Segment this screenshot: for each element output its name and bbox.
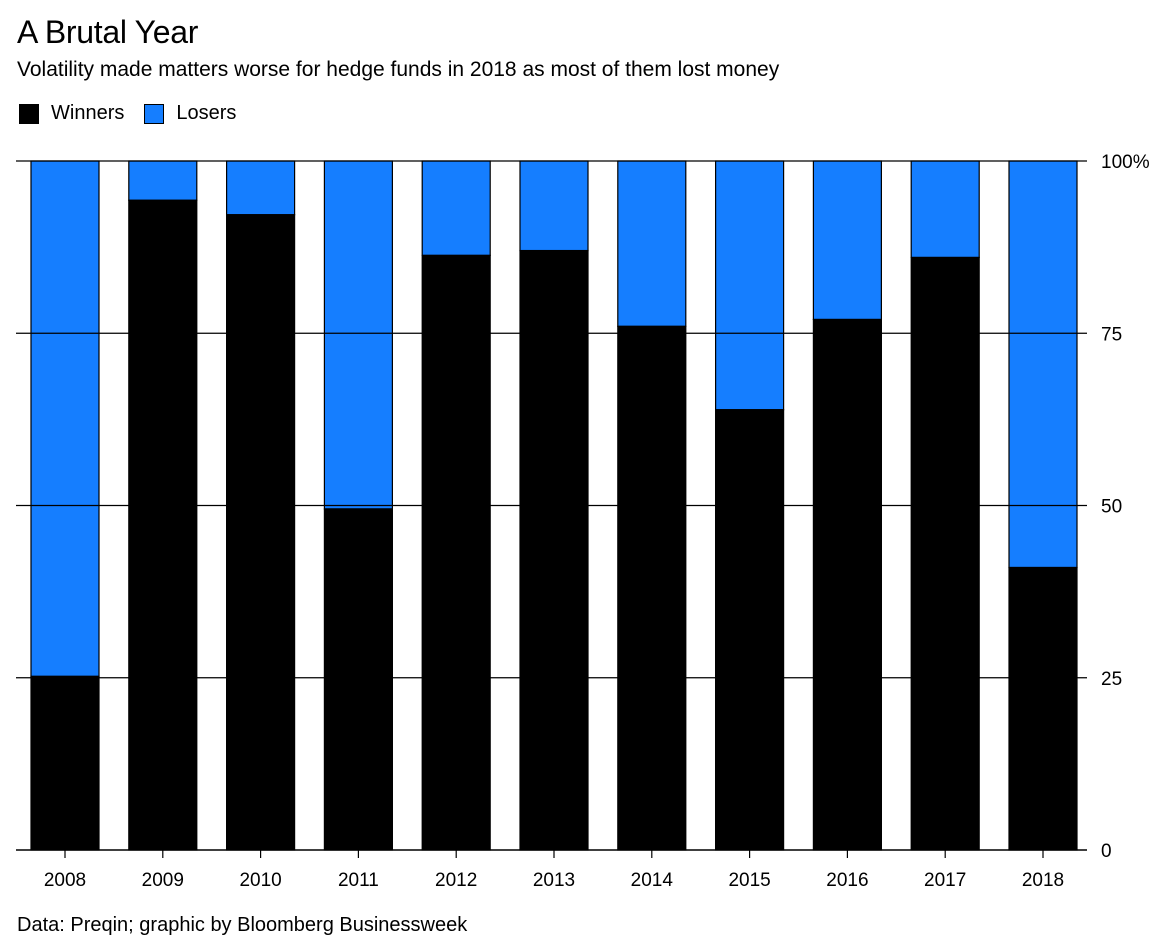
bar-losers-2018 — [1008, 160, 1078, 569]
x-tick-label-2015: 2015 — [728, 870, 770, 891]
x-tick-label-2018: 2018 — [1022, 870, 1064, 891]
bar-winners-2008 — [30, 675, 100, 851]
y-tick-label-25: 25 — [1101, 669, 1122, 690]
bar-winners-2017 — [910, 256, 980, 851]
x-tick-label-2011: 2011 — [338, 870, 379, 891]
y-tick-label-100: 100% — [1101, 152, 1150, 173]
x-tick-label-2013: 2013 — [533, 870, 575, 891]
legend-label-winners: Winners — [51, 102, 125, 124]
bar-losers-2013 — [519, 160, 589, 252]
x-tick-label-2008: 2008 — [44, 870, 86, 891]
gridlines-group — [16, 160, 1087, 851]
x-tick-label-2014: 2014 — [631, 870, 674, 891]
bar-winners-2011 — [323, 508, 393, 851]
y-tick-label-50: 50 — [1101, 497, 1122, 518]
y-axis: 0 25 50 75 100% — [1101, 152, 1150, 862]
y-tick-label-75: 75 — [1101, 324, 1122, 345]
legend-item-winners: Winners — [19, 102, 124, 125]
x-tick-label-2017: 2017 — [924, 870, 966, 891]
x-axis: 2008 2009 2010 2011 2012 2013 2014 2015 2016 2017… — [44, 850, 1064, 891]
x-tick-label-2009: 2009 — [142, 870, 184, 891]
bar-winners-2016 — [812, 318, 883, 851]
bar-losers-2010 — [226, 160, 296, 216]
x-tick-label-2010: 2010 — [239, 870, 281, 891]
bar-losers-2015 — [714, 160, 785, 411]
bars-group — [30, 160, 1078, 851]
legend-label-losers: Losers — [176, 102, 237, 124]
bar-winners-2018 — [1008, 566, 1078, 851]
bar-winners-2010 — [226, 214, 296, 851]
legend-swatch-losers — [144, 103, 165, 124]
bar-losers-2008 — [30, 160, 100, 677]
chart-title: A Brutal Year — [17, 14, 199, 50]
x-tick-label-2012: 2012 — [435, 870, 477, 891]
bar-losers-2011 — [323, 160, 393, 510]
legend: Winners Losers — [19, 102, 256, 125]
bar-losers-2017 — [910, 160, 980, 259]
bar-winners-2013 — [519, 249, 589, 851]
source-note: Data: Preqin; graphic by Bloomberg Busin… — [17, 914, 468, 936]
chart-subtitle: Volatility made matters worse for hedge … — [17, 58, 780, 81]
bar-winners-2012 — [421, 254, 491, 851]
y-tick-label-0: 0 — [1101, 841, 1112, 862]
legend-item-losers: Losers — [144, 102, 236, 125]
bar-losers-2016 — [812, 160, 883, 321]
bar-winners-2014 — [617, 325, 687, 851]
bar-winners-2015 — [714, 409, 785, 851]
legend-swatch-winners — [19, 103, 39, 124]
x-tick-label-2016: 2016 — [826, 870, 868, 891]
bar-losers-2009 — [128, 160, 198, 201]
bar-winners-2009 — [128, 199, 198, 851]
bar-losers-2014 — [617, 160, 687, 327]
bar-losers-2012 — [421, 160, 491, 256]
